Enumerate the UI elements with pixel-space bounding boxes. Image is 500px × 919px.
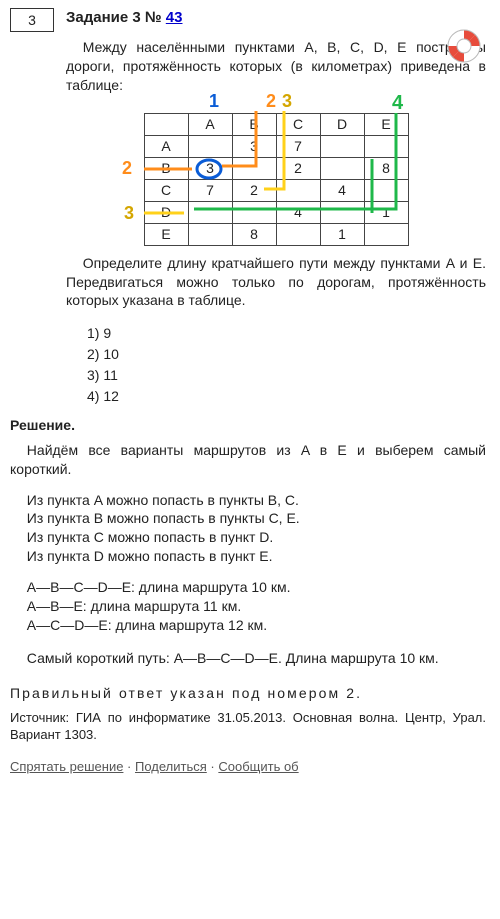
- svg-text:4: 4: [392, 92, 404, 114]
- route-from-a: Из пункта A можно попасть в пункты B, C.: [10, 491, 486, 510]
- solution-heading: Решение.: [10, 416, 486, 435]
- task-header-prefix: Задание 3 №: [66, 9, 166, 26]
- answer-options: 1) 9 2) 10 3) 11 4) 12: [87, 324, 486, 406]
- option-2: 2) 10: [87, 345, 486, 364]
- bottom-links: Спрятать решение · Поделиться · Сообщить…: [10, 758, 486, 776]
- option-4: 4) 12: [87, 387, 486, 406]
- hide-solution-link[interactable]: Спрятать решение: [10, 759, 123, 774]
- route-len-1: A—B—C—D—E: длина маршрута 10 км.: [10, 578, 486, 597]
- help-icon[interactable]: [446, 28, 482, 64]
- option-1: 1) 9: [87, 324, 486, 343]
- route-len-2: A—B—E: длина маршрута 11 км.: [10, 597, 486, 616]
- routes-from-block: Из пункта A можно попасть в пункты B, C.…: [10, 491, 486, 567]
- route-from-c: Из пункта C можно попасть в пункт D.: [10, 528, 486, 547]
- route-len-3: A—C—D—E: длина маршрута 12 км.: [10, 616, 486, 635]
- report-link[interactable]: Сообщить об: [218, 759, 298, 774]
- share-link[interactable]: Поделиться: [135, 759, 207, 774]
- distance-table-wrap: ABCDE A37 B328 C724 D41 E81 1 2 2 3 3 4: [144, 113, 409, 246]
- route-from-d: Из пункта D можно попасть в пункт E.: [10, 547, 486, 566]
- task-number-link[interactable]: 43: [166, 9, 183, 26]
- shortest-path: Самый короткий путь: A—B—C—D—E. Длина ма…: [10, 649, 486, 668]
- route-lengths-block: A—B—C—D—E: длина маршрута 10 км. A—B—E: …: [10, 578, 486, 635]
- svg-text:2: 2: [122, 158, 132, 178]
- problem-text-2: Определите длину кратчайшего пути между …: [66, 254, 486, 311]
- task-header: Задание 3 № 43: [66, 8, 182, 28]
- source-line: Источник: ГИА по информатике 31.05.2013.…: [10, 709, 486, 744]
- route-from-b: Из пункта B можно попасть в пункты C, E.: [10, 509, 486, 528]
- svg-text:3: 3: [124, 203, 134, 223]
- question-number: 3: [28, 11, 36, 30]
- correct-answer: Правильный ответ указан под номером 2.: [10, 684, 486, 703]
- solution-intro: Найдём все варианты маршрутов из A в E и…: [10, 441, 486, 479]
- problem-text-1: Между населёнными пунктами A, B, C, D, E…: [66, 38, 486, 95]
- question-number-box: 3: [10, 8, 54, 32]
- distance-table: ABCDE A37 B328 C724 D41 E81: [144, 113, 409, 246]
- option-3: 3) 11: [87, 366, 486, 385]
